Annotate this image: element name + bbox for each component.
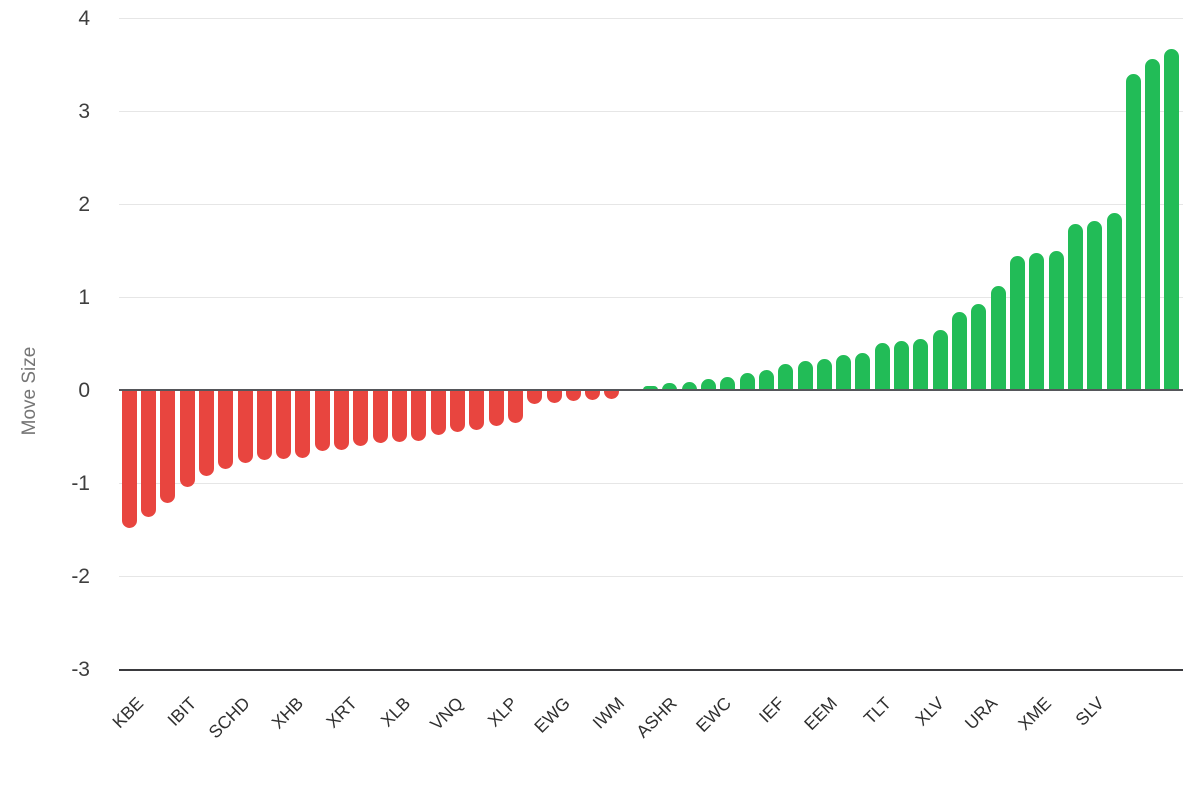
bar-36: [797, 361, 813, 390]
bar-51: [1087, 220, 1103, 390]
bar-SCHD: [237, 390, 253, 464]
bar-14: [372, 390, 388, 444]
bar-42: [913, 338, 929, 390]
bar-23: [546, 390, 562, 403]
gridline-y-2: [119, 576, 1183, 577]
bar-EEM: [874, 342, 890, 390]
x-tick-label-URA: URA: [961, 693, 1002, 734]
bar-11: [314, 390, 330, 452]
x-tick-label-XLV: XLV: [911, 693, 949, 730]
bar-44: [952, 311, 968, 390]
bar-XLV: [990, 285, 1006, 390]
x-tick-label-SLV: SLV: [1071, 693, 1109, 730]
x-tick-label-XLP: XLP: [483, 693, 521, 731]
bar-2: [141, 390, 156, 518]
y-tick-label-0: 0: [78, 379, 90, 402]
gridline-y3: [119, 111, 1183, 112]
x-tick-label-IWM: IWM: [588, 693, 628, 733]
bar-20: [488, 390, 504, 426]
gridline-y4: [119, 18, 1183, 19]
bar-48: [1029, 253, 1045, 390]
x-tick-label-EEM: EEM: [800, 693, 842, 734]
x-tick-label-VNQ: VNQ: [426, 693, 468, 734]
y-tick-label--1: -1: [71, 472, 90, 495]
bar-ASHR: [701, 378, 716, 390]
bar-VNQ: [469, 390, 485, 430]
bar-12: [334, 390, 350, 450]
bar-8: [256, 390, 272, 461]
bar-26: [604, 390, 620, 399]
bar-17: [430, 390, 446, 435]
bar-53: [1125, 73, 1141, 390]
bar-TLT: [932, 329, 948, 390]
bar-6: [218, 390, 234, 470]
bar-XLP: [527, 390, 543, 404]
bar-50: [1067, 223, 1083, 390]
bar-35: [778, 363, 794, 390]
x-tick-label-ASHR: ASHR: [632, 693, 682, 742]
bar-18: [449, 390, 465, 433]
bar-3: [160, 390, 176, 504]
x-tick-label-XHB: XHB: [267, 693, 308, 733]
x-tick-label-SCHD: SCHD: [204, 693, 254, 743]
x-tick-label-TLT: TLT: [859, 693, 895, 729]
bar-XLB: [411, 390, 427, 441]
bar-15: [392, 390, 408, 443]
bar-45: [971, 303, 987, 390]
bar-41: [894, 340, 910, 390]
x-tick-label-EWG: EWG: [530, 693, 575, 737]
y-tick-label-1: 1: [78, 286, 90, 309]
x-tick-label-EWC: EWC: [691, 693, 735, 737]
bar-5: [198, 390, 214, 476]
bar-29: [662, 383, 678, 390]
y-tick-label-3: 3: [78, 100, 90, 123]
x-tick-label-XME: XME: [1013, 693, 1055, 734]
y-tick-label--2: -2: [71, 565, 90, 588]
gridline-y-1: [119, 483, 1183, 484]
y-tick-label--3: -3: [71, 658, 90, 681]
bar-30: [681, 381, 697, 390]
x-tick-label-KBE: KBE: [108, 693, 148, 732]
bar-EWC: [758, 370, 774, 390]
y-tick-label-2: 2: [78, 193, 90, 216]
x-tick-label-XRT: XRT: [322, 693, 361, 732]
x-tick-label-IBIT: IBIT: [163, 693, 201, 730]
gridline-y1: [119, 297, 1183, 298]
y-tick-label-4: 4: [78, 7, 90, 30]
x-axis-line: [119, 669, 1183, 671]
bar-IBIT: [179, 390, 195, 487]
bar-URA: [1048, 250, 1064, 390]
bar-21: [507, 390, 523, 424]
x-tick-label-XLB: XLB: [376, 693, 415, 731]
bar-47: [1009, 256, 1025, 390]
bar-9: [276, 390, 292, 460]
gridline-y2: [119, 204, 1183, 205]
bar-54: [1145, 58, 1161, 390]
bar-24: [565, 390, 581, 402]
bar-IEF: [816, 359, 832, 390]
bar-IWM: [643, 386, 659, 390]
x-tick-label-IEF: IEF: [754, 693, 788, 727]
bar-KBE: [121, 390, 137, 528]
bar-XRT: [353, 390, 369, 446]
bar-32: [720, 376, 736, 390]
bar-38: [836, 354, 852, 390]
bar-33: [739, 373, 755, 390]
bar-EWG: [585, 390, 601, 401]
bar-XHB: [295, 390, 311, 459]
bar-XME: [1106, 213, 1122, 390]
bar-39: [855, 352, 871, 390]
bar-SLV: [1164, 48, 1180, 390]
zero-baseline: [119, 389, 1183, 391]
